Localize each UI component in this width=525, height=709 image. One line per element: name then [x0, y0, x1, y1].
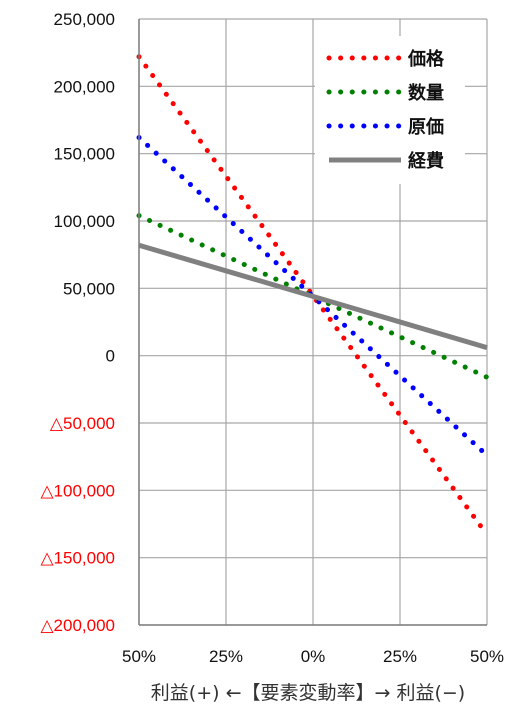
- series-line-4: [138, 242, 488, 350]
- axes: [138, 19, 487, 626]
- y-tick-label: △150,000: [40, 549, 115, 568]
- legend-label-3: 原価: [408, 116, 444, 138]
- y-tick-label: △50,000: [50, 414, 115, 433]
- x-tick-label: 50%: [470, 647, 504, 666]
- x-tick-label: 25%: [383, 647, 417, 666]
- y-tick-label: 50,000: [63, 279, 115, 298]
- x-tick-labels: 50% 25% 0% 25% 50%: [122, 647, 504, 666]
- y-tick-labels: 250,000 200,000 150,000 100,000 50,000 0 △50,0…: [40, 10, 115, 635]
- legend-label-2: 数量: [408, 82, 444, 104]
- legend-label-4: 経費: [408, 150, 444, 172]
- y-tick-label: 200,000: [54, 77, 115, 96]
- series-line-3: [136, 135, 490, 458]
- x-tick-label: 0%: [301, 647, 326, 666]
- x-axis-title: 利益(+) ←【要素変動率】→ 利益(−): [151, 682, 465, 704]
- y-tick-label: △200,000: [40, 616, 115, 635]
- legend-label-1: 価格: [407, 48, 445, 70]
- x-tick-label: 25%: [209, 647, 243, 666]
- y-tick-label: 150,000: [54, 145, 115, 164]
- y-tick-label: 0: [106, 347, 115, 366]
- y-tick-label: 100,000: [54, 212, 115, 231]
- y-tick-label: △100,000: [40, 481, 115, 500]
- x-tick-label: 50%: [122, 647, 156, 666]
- series-lines: [136, 54, 490, 538]
- y-tick-label: 250,000: [54, 10, 115, 29]
